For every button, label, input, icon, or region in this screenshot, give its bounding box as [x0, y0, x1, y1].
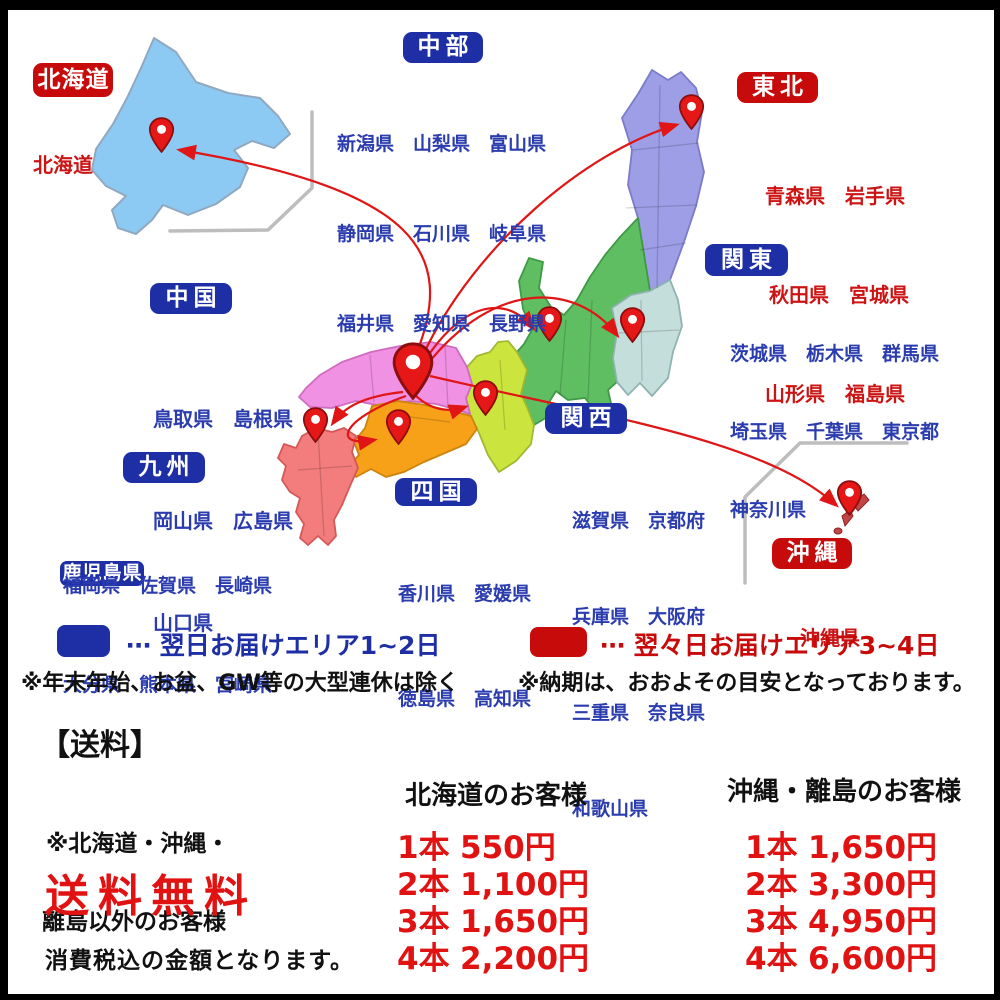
prefectures-hokkaido: 北海道: [33, 101, 93, 226]
region-badge-chugoku: 中国: [150, 283, 232, 314]
region-badge-chubu: 中部: [403, 32, 483, 63]
shipping-free-note-line1: ※北海道・沖縄・: [46, 831, 230, 857]
price-qty: 3本: [745, 904, 798, 940]
prefecture-row: 青森県 岩手県: [765, 184, 905, 208]
price-qty: 1本: [397, 830, 450, 866]
okinawa-price-table: 1本 1,650円 2本 3,300円 3本 4,950円 4本 6,600円: [745, 830, 937, 978]
prefecture-row: 北海道: [33, 153, 93, 177]
inset-boundary-lines: [168, 110, 909, 585]
prefecture-row: 兵庫県 大阪府: [572, 606, 706, 628]
prefecture-row: 神奈川県: [730, 499, 807, 521]
prefecture-row: 埼玉県 千葉県 東京都: [730, 421, 940, 443]
free-shipping-highlight: 送料無料: [45, 871, 257, 922]
arrow-to-kyushu: [330, 390, 404, 427]
region-badge-kyushu: 九州: [123, 452, 205, 483]
prefecture-row: 新潟県 山梨県 富山県: [337, 133, 547, 155]
region-badge-okinawa: 沖縄: [772, 538, 852, 569]
prefectures-shikoku: 香川県 愛媛県 徳島県 高知県: [398, 507, 531, 787]
price-row: 1本 550円: [397, 830, 589, 867]
region-badge-kanto: 関東: [705, 244, 788, 276]
prefecture-row: 山形県 福島県: [765, 382, 905, 406]
price-value: 2,200円: [460, 941, 590, 977]
prefecture-row: 三重県 奈良県: [572, 702, 706, 724]
prefectures-tohoku: 青森県 岩手県 秋田県 宮城県 山形県 福島県: [765, 114, 909, 477]
price-qty: 2本: [397, 867, 450, 903]
prefecture-row: 福岡県 佐賀県 長崎県: [63, 575, 273, 597]
price-value: 550円: [460, 830, 556, 866]
price-value: 4,950円: [808, 904, 938, 940]
price-row: 1本 1,650円: [745, 830, 937, 867]
prefecture-row: 滋賀県 京都府: [572, 510, 706, 532]
arrow-to-chubu: [423, 306, 536, 363]
prefecture-row: 鳥取県 島根県: [153, 407, 293, 431]
arrow-to-tohoku: [422, 121, 680, 356]
legend-red-note: ※納期は、おおよその目安となっております。: [518, 671, 975, 696]
price-qty: 1本: [745, 830, 798, 866]
region-badge-tohoku: 東北: [737, 72, 818, 103]
tax-included-note: 消費税込の金額となります。: [45, 948, 355, 974]
arrow-to-hokkaido: [176, 144, 432, 353]
okinawa-table-heading: 沖縄・離島のお客様: [727, 777, 962, 807]
inset-boundary-okinawa: [743, 441, 909, 585]
prefecture-row: 秋田県 宮城県: [769, 283, 909, 307]
prefectures-kyushu: 福岡県 佐賀県 長崎県 大分県 熊本県 宮崎県: [63, 504, 272, 768]
price-value: 3,300円: [808, 867, 938, 903]
inset-boundary-hokkaido: [168, 110, 314, 233]
region-shape-kansai: [465, 340, 535, 473]
kagoshima-badge: 鹿児島県: [60, 561, 144, 586]
price-qty: 4本: [397, 941, 450, 977]
prefecture-row: 岡山県 広島県: [153, 509, 293, 533]
region-badge-hokkaido: 北海道: [33, 63, 113, 97]
prefecture-row: 山口県: [153, 611, 213, 635]
hokkaido-table-heading: 北海道のお客様: [405, 781, 588, 811]
prefecture-row: 和歌山県: [572, 798, 649, 820]
price-value: 1,650円: [460, 904, 590, 940]
legend-blue-swatch: [57, 625, 110, 657]
prefecture-row: 香川県 愛媛県: [398, 583, 532, 605]
prefecture-row: 福井県 愛知県 長野県: [337, 313, 547, 335]
hokkaido-price-table: 1本 550円 2本 1,100円 3本 1,650円 4本 2,200円: [397, 830, 589, 978]
arrow-to-kansai: [413, 393, 469, 420]
prefectures-kanto: 茨城県 栃木県 群馬県 埼玉県 千葉県 東京都 神奈川県: [730, 289, 939, 575]
shipping-title: 【送料】: [40, 728, 160, 763]
price-qty: 4本: [745, 941, 798, 977]
prefectures-chubu: 新潟県 山梨県 富山県 静岡県 石川県 岐阜県 福井県 愛知県 長野県: [337, 69, 546, 399]
legend-blue-note: ※年末年始、お盆、GW等の大型連休は除く: [21, 671, 459, 696]
legend-red-label: ⋯ 翌々日お届けエリア3~4日: [600, 631, 940, 660]
region-shape-hokkaido: [91, 37, 291, 235]
price-row: 3本 4,950円: [745, 904, 937, 941]
region-badge-shikoku: 四国: [395, 478, 477, 506]
arrow-to-shikoku: [346, 394, 407, 451]
prefecture-row: 沖縄県: [800, 626, 860, 650]
arrow-to-kanto: [425, 296, 620, 367]
price-qty: 3本: [397, 904, 450, 940]
shipping-free-note-line2: 離島以外のお客様: [42, 909, 226, 935]
price-value: 6,600円: [808, 941, 938, 977]
shipping-free-note: ※北海道・沖縄・ 離島以外のお客様: [42, 779, 230, 987]
price-row: 2本 1,100円: [397, 867, 589, 904]
prefecture-row: 大分県 熊本県 宮崎県: [63, 674, 273, 696]
delivery-arrows: [176, 121, 839, 508]
legend-red-swatch: [530, 627, 587, 657]
region-badge-kansai: 関西: [545, 403, 627, 434]
prefectures-chugoku: 鳥取県 島根県 岡山県 広島県 山口県: [153, 334, 293, 708]
prefecture-row: 静岡県 石川県 岐阜県: [337, 223, 547, 245]
legend-blue-label: ⋯ 翌日お届けエリア1~2日: [126, 631, 441, 660]
prefectures-kansai: 滋賀県 京都府 兵庫県 大阪府 三重県 奈良県 和歌山県: [572, 441, 705, 889]
price-row: 4本 6,600円: [745, 941, 937, 978]
prefecture-row: 茨城県 栃木県 群馬県: [730, 343, 940, 365]
arrow-to-okinawa: [429, 374, 839, 508]
prefectures-okinawa: 沖縄県: [800, 574, 860, 699]
price-row: 2本 3,300円: [745, 867, 937, 904]
price-qty: 2本: [745, 867, 798, 903]
price-value: 1,100円: [460, 867, 590, 903]
price-row: 4本 2,200円: [397, 941, 589, 978]
region-shape-kyushu: [277, 427, 359, 546]
prefecture-row: 徳島県 高知県: [398, 688, 532, 710]
region-shape-tohoku: [621, 69, 705, 292]
price-value: 1,650円: [808, 830, 938, 866]
price-row: 3本 1,650円: [397, 904, 589, 941]
